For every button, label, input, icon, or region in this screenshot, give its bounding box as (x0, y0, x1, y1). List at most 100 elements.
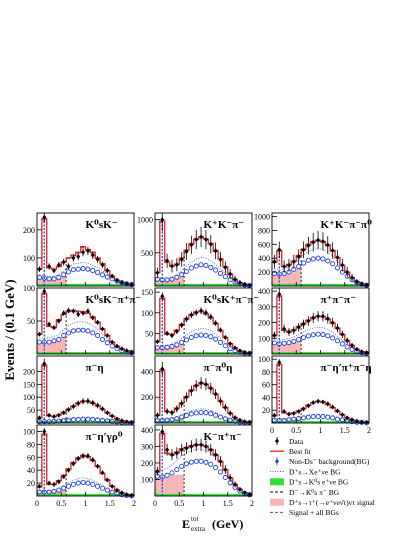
data-point (228, 475, 233, 481)
k0-bg-bar (237, 493, 243, 496)
k0-bg-bar (56, 493, 62, 496)
signal-bar (174, 278, 180, 286)
data-point (330, 320, 335, 326)
data-point (359, 419, 364, 425)
k0-bg-bar (272, 352, 277, 354)
k0-bg-bar (320, 352, 326, 354)
nonds-point (56, 487, 62, 493)
k0-bg-bar (179, 420, 185, 423)
panel-5: 100 200 300 400 π⁺π⁻π⁻ (258, 287, 370, 356)
nonds-point (164, 344, 170, 350)
k0-bg-bar (218, 352, 223, 354)
k0-bg-bar (272, 283, 277, 286)
k0-bg-bar (114, 352, 120, 354)
k0-bg-bar (104, 493, 110, 496)
data-point (228, 271, 233, 277)
signal-bar (155, 478, 160, 496)
data-point (233, 415, 238, 421)
legend-item-xenu: D⁺s→Xe⁺νe BG (270, 467, 341, 476)
y-tick-label: 150 (23, 380, 35, 389)
data-point (306, 318, 311, 324)
data-point (335, 254, 340, 260)
k0-bg-bar (227, 493, 233, 496)
data-point (203, 237, 208, 243)
data-point (237, 348, 242, 354)
nonds-point (188, 334, 194, 341)
k0-bg-bar (80, 420, 86, 423)
y-tick-label: 100 (258, 334, 270, 343)
data-point (155, 468, 160, 474)
x-tick-label: 1.5 (223, 499, 233, 508)
x-tick-label: 1.5 (340, 426, 350, 435)
data-point (277, 359, 282, 365)
data-point (359, 349, 364, 355)
data-point (119, 346, 124, 352)
k0-bg-bar (222, 283, 228, 286)
x-tick-label: 2 (367, 426, 371, 435)
k0-bg-bar (104, 420, 110, 423)
data-point (316, 398, 321, 404)
nonds-point (315, 414, 321, 420)
data-point (66, 407, 71, 413)
x-tick-label: 0 (153, 499, 157, 508)
panel-title: K⁺K⁻π⁻ (204, 219, 245, 231)
data-point (119, 418, 124, 424)
legend-label: D⁺s→τ⁺(→e⁺νeν̄τ)ντ signal (289, 498, 375, 507)
k0-bg-bar (184, 420, 189, 423)
k0-bg-bar (56, 283, 62, 286)
nonds-point (217, 469, 224, 475)
data-point (203, 381, 208, 387)
k0-bg-bar (310, 420, 316, 423)
data-point (115, 416, 120, 422)
nonds-point (164, 417, 170, 423)
nonds-point (330, 335, 336, 341)
k0-bg-bar (155, 352, 160, 354)
k0-bg-bar (232, 420, 238, 423)
data-point (208, 314, 213, 320)
data-point (320, 239, 325, 245)
nonds-point (99, 485, 106, 491)
k0-bg-bar (296, 352, 302, 354)
data-point (95, 402, 100, 408)
panel-7: 200 400 π⁻π⁰η (141, 355, 253, 426)
nonds-point (56, 275, 62, 281)
k0-bg-bar (100, 352, 105, 354)
k0-bg-bar (188, 352, 194, 354)
nonds-point (198, 262, 204, 268)
legend-item-fit: Best fit (270, 447, 312, 456)
data-point (174, 262, 179, 268)
legend-item-k0: D⁺s→K⁰s e⁺νe BG (270, 478, 349, 487)
xenu-bg-line (157, 408, 250, 424)
k0-bg-bar (193, 493, 199, 496)
data-point (119, 490, 124, 496)
data-point (90, 400, 95, 406)
data-point (47, 321, 52, 327)
k0-bg-bar (320, 420, 326, 423)
nonds-point (80, 266, 86, 272)
data-point (184, 248, 189, 254)
data-point (61, 259, 66, 265)
signal-bar (174, 474, 180, 496)
k0-bg-bar (100, 420, 105, 423)
data-point (340, 262, 345, 268)
data-point (42, 288, 47, 294)
k0-bg-bar (184, 283, 189, 286)
nonds-point (193, 410, 199, 416)
signal-bar (164, 348, 170, 354)
data-point (311, 239, 316, 245)
data-point (340, 412, 345, 418)
k0-bg-bar (335, 283, 340, 286)
nonds-point (208, 264, 214, 270)
k0-bg-bar (291, 420, 297, 423)
k0-bg-bar (114, 283, 120, 286)
k0-bg-bar (310, 352, 316, 354)
y-tick-label: 100 (258, 355, 270, 364)
data-point (286, 329, 291, 335)
k0-bg-bar (46, 352, 52, 354)
k0-bg-bar (315, 283, 321, 286)
k0-bg-bar (213, 493, 219, 496)
data-point (105, 333, 110, 339)
fit-line (155, 297, 252, 354)
y-tick-label: 1000 (254, 212, 270, 221)
k0-bg-bar (213, 352, 219, 354)
